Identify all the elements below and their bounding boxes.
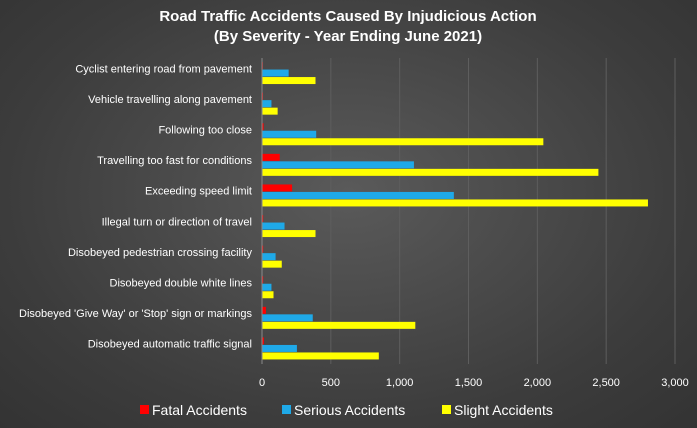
bar-serious-accidents	[262, 191, 454, 199]
legend-swatch	[140, 405, 149, 414]
bar-fatal-accidents	[262, 123, 264, 131]
x-tick-label: 500	[322, 377, 340, 389]
bar-slight-accidents	[262, 107, 278, 115]
legend-label: Fatal Accidents	[152, 402, 247, 418]
category-label: Vehicle travelling along pavement	[88, 94, 252, 106]
x-tick-labels: 0 500 1,000 1,500 2,000 2,500 3,000	[259, 377, 689, 389]
x-tick-label: 0	[259, 377, 265, 389]
bar-fatal-accidents	[262, 306, 266, 314]
bar-fatal-accidents	[262, 184, 293, 192]
bar-serious-accidents	[262, 69, 289, 77]
x-tick-label: 1,500	[455, 377, 483, 389]
category-label: Exceeding speed limit	[145, 186, 252, 198]
x-tick-label: 2,500	[592, 377, 620, 389]
category-label: Following too close	[158, 125, 252, 137]
bar-slight-accidents	[262, 168, 599, 176]
legend-label: Serious Accidents	[294, 402, 405, 418]
x-tick-label: 3,000	[661, 377, 689, 389]
bars	[262, 62, 648, 360]
legend-swatch	[282, 405, 291, 414]
chart-subtitle: (By Severity - Year Ending June 2021)	[214, 28, 482, 45]
legend-swatch	[442, 405, 451, 414]
category-label: Illegal turn or direction of travel	[102, 216, 252, 228]
bar-slight-accidents	[262, 321, 416, 329]
category-label: Disobeyed 'Give Way' or 'Stop' sign or m…	[19, 308, 252, 320]
legend-label: Slight Accidents	[454, 402, 553, 418]
bar-slight-accidents	[262, 230, 316, 238]
bar-serious-accidents	[262, 222, 285, 230]
category-labels: Cyclist entering road from pavement Vehic…	[19, 63, 252, 350]
legend: Fatal Accidents Serious Accidents Slight A…	[140, 402, 553, 418]
bar-fatal-accidents	[262, 245, 264, 253]
bar-serious-accidents	[262, 253, 276, 261]
bar-serious-accidents	[262, 100, 272, 108]
bar-slight-accidents	[262, 199, 648, 207]
category-label: Disobeyed pedestrian crossing facility	[68, 247, 253, 259]
category-label: Disobeyed automatic traffic signal	[88, 339, 252, 351]
bar-slight-accidents	[262, 352, 379, 360]
bar-fatal-accidents	[262, 153, 280, 161]
bar-slight-accidents	[262, 77, 316, 85]
bar-slight-accidents	[262, 138, 544, 146]
bar-serious-accidents	[262, 314, 313, 322]
bar-fatal-accidents	[262, 276, 264, 284]
bar-slight-accidents	[262, 260, 282, 268]
x-tick-label: 1,000	[386, 377, 414, 389]
bar-fatal-accidents	[262, 215, 264, 223]
x-tick-label: 2,000	[524, 377, 552, 389]
bar-serious-accidents	[262, 283, 272, 291]
bar-serious-accidents	[262, 344, 297, 352]
gridlines	[261, 58, 676, 364]
category-label: Travelling too fast for conditions	[97, 155, 252, 167]
bar-fatal-accidents	[262, 337, 264, 345]
category-label: Disobeyed double white lines	[110, 278, 253, 290]
bar-slight-accidents	[262, 291, 274, 299]
bar-serious-accidents	[262, 161, 414, 169]
chart-title: Road Traffic Accidents Caused By Injudic…	[159, 8, 536, 25]
bar-serious-accidents	[262, 130, 317, 138]
category-label: Cyclist entering road from pavement	[75, 63, 252, 75]
